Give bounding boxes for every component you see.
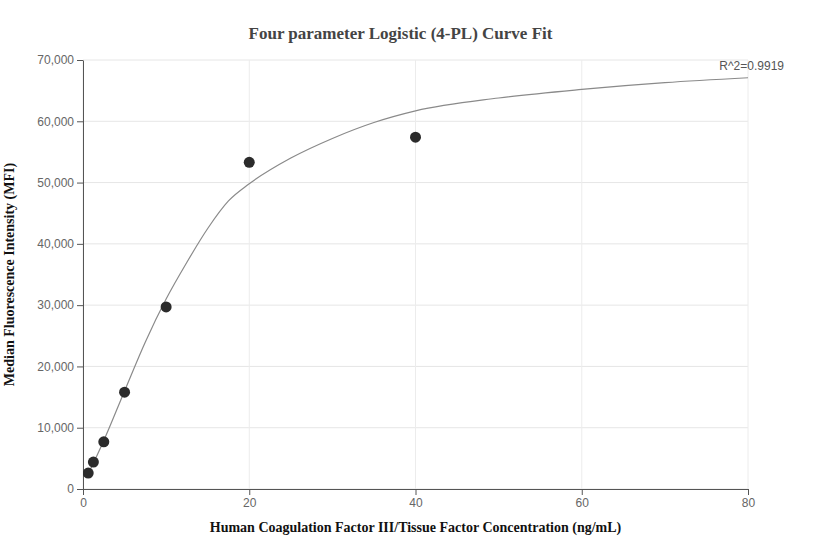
x-axis-title: Human Coagulation Factor III/Tissue Fact…: [210, 520, 622, 536]
grid-line: [581, 60, 582, 489]
tick-mark: [77, 305, 83, 306]
tick: 60: [576, 489, 590, 510]
tick-mark: [416, 489, 417, 495]
tick-mark: [77, 183, 83, 184]
tick: 20: [243, 489, 257, 510]
tick: 50,000: [37, 176, 83, 190]
tick: 40: [409, 489, 423, 510]
tick-label: 0: [67, 482, 74, 496]
y-axis-title: Median Fluorescence Intensity (MFI): [2, 163, 18, 387]
title: Four parameter Logistic (4-PL) Curve Fit: [249, 24, 553, 43]
data: [83, 78, 748, 479]
axis-line: [83, 61, 84, 490]
tick-mark: [77, 428, 83, 429]
grid-line: [249, 60, 250, 489]
grid-line: [83, 60, 84, 489]
tick-label: 80: [742, 496, 756, 510]
point: [88, 457, 99, 468]
point: [161, 301, 172, 312]
tick: 0: [67, 482, 83, 496]
tick-mark: [582, 489, 583, 495]
plot: 0 20 40 60 80 0 10,000 20,000 30,000 40,000 50,000…: [37, 53, 755, 509]
grid-line: [748, 60, 749, 489]
tick-label: 20,000: [37, 360, 74, 374]
tick-label: 40,000: [37, 237, 74, 251]
tick-mark: [83, 489, 84, 495]
tick-mark: [77, 244, 83, 245]
tick-label: 60: [576, 496, 590, 510]
grid-line: [415, 60, 416, 489]
tick-mark: [77, 121, 83, 122]
tick-label: 20: [243, 496, 257, 510]
annotation: R^2=0.9919: [719, 59, 784, 73]
point: [119, 387, 130, 398]
tick-label: 0: [80, 496, 87, 510]
fit-curve: [88, 78, 748, 474]
x-axis: 0 20 40 60 80: [80, 489, 755, 510]
tick: 80: [742, 489, 756, 510]
tick-mark: [748, 489, 749, 495]
point: [83, 468, 94, 479]
grid: [83, 60, 748, 489]
tick: 0: [80, 489, 87, 510]
tick: 60,000: [37, 115, 83, 129]
tick: 30,000: [37, 298, 83, 312]
point: [98, 436, 109, 447]
tick-mark: [77, 489, 83, 490]
tick: 40,000: [37, 237, 83, 251]
tick-label: 50,000: [37, 176, 74, 190]
chart: 0 20 40 60 80 0 10,000 20,000 30,000 40,000 50,000…: [0, 0, 832, 560]
point: [244, 157, 255, 168]
tick-mark: [77, 366, 83, 367]
tick-label: 70,000: [37, 53, 74, 67]
point: [410, 132, 421, 143]
tick-label: 30,000: [37, 298, 74, 312]
tick-label: 60,000: [37, 115, 74, 129]
tick: 70,000: [37, 53, 83, 67]
tick: 20,000: [37, 360, 83, 374]
tick-label: 40: [409, 496, 423, 510]
y-axis: 0 10,000 20,000 30,000 40,000 50,000 60,000 70,…: [37, 53, 83, 496]
tick: 10,000: [37, 421, 83, 435]
tick-mark: [77, 60, 83, 61]
tick-label: 10,000: [37, 421, 74, 435]
tick-mark: [249, 489, 250, 495]
